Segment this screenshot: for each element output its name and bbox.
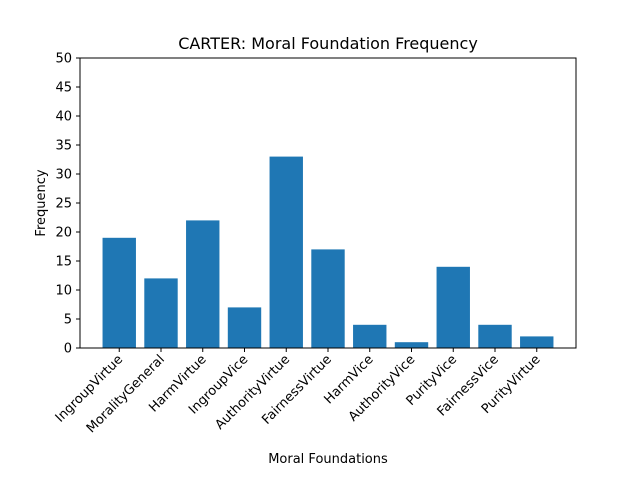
plot-frame (79, 57, 577, 349)
y-tick-label: 0 (64, 342, 72, 357)
y-tick-label: 50 (55, 52, 72, 67)
y-tick-label: 25 (55, 197, 72, 212)
y-axis: 0 5 10 15 20 25 30 35 40 45 50 (55, 52, 80, 357)
chart-title: CARTER: Moral Foundation Frequency (178, 34, 478, 53)
bars-group (102, 156, 554, 348)
y-tick-label: 20 (55, 226, 72, 241)
x-tick-label-MoralityGeneral: MoralityGeneral (84, 352, 168, 436)
bar-HarmVice (353, 324, 387, 348)
bar-AuthorityVice (394, 342, 429, 348)
y-tick-label: 30 (55, 168, 72, 183)
y-tick-label: 35 (55, 139, 72, 154)
y-tick-label: 5 (64, 313, 72, 328)
bar-FairnessVice (478, 324, 512, 348)
bar-IngroupVirtue (102, 237, 136, 348)
bar-AuthorityVirtue (269, 156, 303, 348)
x-tick-label-AuthorityVirtue: AuthorityVirtue (212, 352, 293, 433)
x-axis: IngroupVirtueMoralityGeneralHarmVirtueIn… (53, 348, 544, 436)
y-axis-label: Frequency (34, 169, 49, 236)
bar-PurityVirtue (520, 336, 554, 348)
y-tick-label: 15 (55, 255, 72, 270)
bar-HarmVirtue (186, 220, 220, 348)
y-tick-label: 40 (55, 110, 72, 125)
bar-MoralityGeneral (144, 278, 178, 348)
bar-FairnessVirtue (311, 249, 345, 348)
bar-IngroupVice (227, 307, 262, 348)
y-tick-label: 10 (55, 284, 72, 299)
x-axis-label: Moral Foundations (268, 452, 388, 467)
y-tick-label: 45 (55, 81, 72, 96)
bar-PurityVice (436, 266, 470, 348)
